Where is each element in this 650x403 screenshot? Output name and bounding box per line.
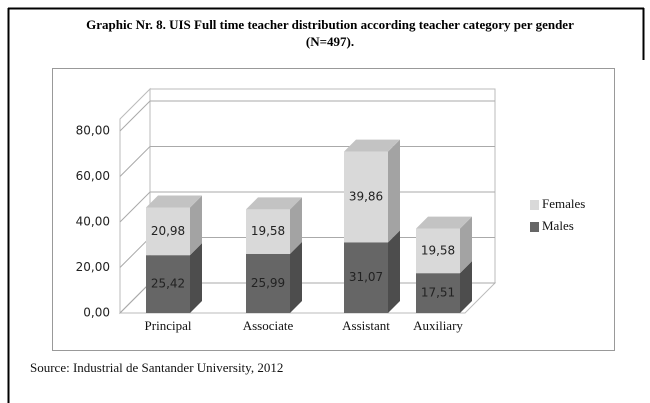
chart-box bbox=[52, 68, 615, 351]
bar-top bbox=[344, 139, 400, 152]
value-label: 31,07 bbox=[349, 270, 383, 284]
chart-title: Graphic Nr. 8. UIS Full time teacher dis… bbox=[86, 17, 574, 49]
bar bbox=[344, 242, 388, 313]
legend-label: Males bbox=[542, 218, 574, 233]
bar bbox=[246, 253, 290, 313]
y-tick-label: 40,00 bbox=[76, 215, 110, 229]
bar-top bbox=[416, 216, 472, 229]
value-label: 20,98 bbox=[151, 224, 185, 238]
legend-swatch bbox=[530, 200, 539, 210]
bar-side bbox=[290, 197, 302, 254]
bar-top bbox=[146, 195, 202, 208]
x-tick-label: Auxiliary bbox=[413, 318, 463, 333]
value-label: 25,42 bbox=[151, 277, 185, 291]
bar-side bbox=[388, 139, 400, 243]
side-wall bbox=[119, 87, 151, 315]
bar-side bbox=[388, 230, 400, 313]
bar-side bbox=[190, 243, 202, 313]
source: Source: Industrial de Santander Universi… bbox=[30, 360, 283, 375]
value-label: 25,99 bbox=[251, 276, 285, 290]
bar bbox=[246, 209, 290, 254]
bar-side bbox=[460, 216, 472, 274]
bar-side bbox=[190, 195, 202, 256]
y-tick-label: 0,00 bbox=[83, 306, 110, 320]
x-tick-label: Assistant bbox=[342, 318, 390, 333]
x-tick-label: Associate bbox=[243, 318, 294, 333]
legend-swatch bbox=[530, 222, 539, 232]
bar-top bbox=[246, 197, 302, 210]
y-tick-label: 20,00 bbox=[76, 260, 110, 274]
bar bbox=[416, 228, 460, 274]
legend-label: Females bbox=[542, 196, 585, 211]
bar-side bbox=[460, 261, 472, 313]
value-label: 19,58 bbox=[421, 243, 455, 257]
value-label: 19,58 bbox=[251, 224, 285, 238]
y-tick-label: 60,00 bbox=[76, 169, 110, 183]
y-tick-label: 80,00 bbox=[76, 124, 110, 138]
x-tick-label: Principal bbox=[145, 318, 192, 333]
title-box: Graphic Nr. 8. UIS Full time teacher dis… bbox=[86, 17, 574, 49]
grid-line bbox=[119, 100, 495, 132]
bar bbox=[344, 151, 388, 243]
value-label: 17,51 bbox=[421, 286, 455, 300]
bar bbox=[146, 207, 190, 256]
value-label: 39,86 bbox=[349, 189, 383, 203]
bar bbox=[416, 273, 460, 313]
bar-side bbox=[290, 241, 302, 313]
bar bbox=[146, 255, 190, 313]
